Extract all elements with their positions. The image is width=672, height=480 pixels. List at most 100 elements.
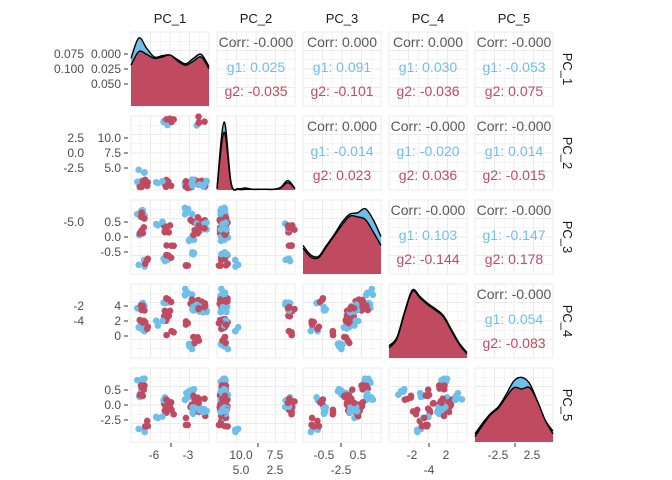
corr-g1: g1: 0.030 xyxy=(399,59,458,75)
scatter-point-g1 xyxy=(413,426,421,434)
panel-3-4: Corr: -0.000 g1: 0.103 g2: -0.144 xyxy=(388,199,468,275)
scatter-point-g1 xyxy=(434,408,441,416)
column-strip-label: PC_4 xyxy=(412,11,445,26)
scatter-point-g2 xyxy=(138,302,145,309)
scatter-point-g1 xyxy=(152,413,160,421)
density-line-g1 xyxy=(302,207,382,258)
scatter-point-g1 xyxy=(352,317,360,324)
x-tick-label: -2.5 xyxy=(331,463,352,477)
scatter-point-g1 xyxy=(152,317,160,324)
x-tick-label: 2 xyxy=(443,448,450,462)
column-strip-label: PC_2 xyxy=(240,11,273,26)
scatter-point-g2 xyxy=(163,116,170,123)
scatter-point-g2 xyxy=(138,392,145,399)
scatter-point-g2 xyxy=(163,408,170,415)
scatter-point-g1 xyxy=(189,306,196,313)
scatter-point-g2 xyxy=(201,303,208,311)
corr-overall: Corr: -0.000 xyxy=(477,286,552,302)
corr-g2: g2: -0.083 xyxy=(482,335,545,351)
panel-grid xyxy=(302,115,382,191)
scatter-point-g2 xyxy=(429,400,437,407)
scatter-point-g1 xyxy=(322,404,330,411)
scatter-point-g1 xyxy=(218,205,225,213)
column-strip-label: PC_5 xyxy=(498,11,531,26)
y-tick-label: 0.000 xyxy=(91,47,121,61)
corr-g2: g2: -0.036 xyxy=(396,83,459,99)
scatter-point-g2 xyxy=(424,421,431,429)
density-line-g2 xyxy=(388,290,468,355)
panel-5-5 xyxy=(474,367,554,443)
scatter-point-g2 xyxy=(308,421,315,429)
corr-g1: g1: -0.147 xyxy=(482,227,545,243)
scatter-point-g2 xyxy=(441,382,448,390)
scatter-point-g2 xyxy=(141,260,149,268)
scatter-point-g2 xyxy=(140,223,148,231)
panel-2-3: Corr: 0.000 g1: -0.014 g2: 0.023 xyxy=(302,115,382,191)
scatter-point-g2 xyxy=(201,395,208,403)
density-area-g2 xyxy=(131,51,209,106)
density-area-g2 xyxy=(303,215,381,274)
y-tick-label: 0.5 xyxy=(104,383,121,397)
x-tick-label: -4 xyxy=(424,463,435,477)
corr-g1: g1: 0.054 xyxy=(485,311,544,327)
scatter-point-g2 xyxy=(217,421,224,429)
scatter-point-g2 xyxy=(170,116,177,123)
scatter-point-g2 xyxy=(195,119,203,127)
corr-g2: g2: 0.036 xyxy=(399,167,458,183)
panel-2-4: Corr: -0.000 g1: -0.020 g2: 0.036 xyxy=(388,115,468,191)
scatter-point-g1 xyxy=(231,426,239,434)
scatter-point-g2 xyxy=(195,304,203,312)
panel-3-1 xyxy=(130,199,210,275)
scatter-point-g2 xyxy=(182,183,190,191)
scatter-point-g2 xyxy=(164,296,172,303)
y-tick-label: 0.0 xyxy=(104,398,121,412)
panel-4-3 xyxy=(302,283,382,359)
scatter-point-g2 xyxy=(401,396,409,403)
scatter-point-g1 xyxy=(346,408,354,416)
panel-grid xyxy=(474,115,554,191)
scatter-point-g2 xyxy=(164,252,172,259)
scatter-point-g1 xyxy=(159,317,166,325)
scatter-point-g1 xyxy=(341,324,348,332)
scatter-point-g1 xyxy=(181,285,189,293)
scatter-point-g1 xyxy=(231,256,239,264)
panel-1-1 xyxy=(130,31,210,107)
column-strip-label: PC_3 xyxy=(326,11,359,26)
scatter-point-g1 xyxy=(217,308,225,316)
panel-3-2 xyxy=(215,199,298,275)
panel-grid xyxy=(388,199,468,275)
row-strip-label: PC_3 xyxy=(560,221,575,254)
y-tick-label: 10.0 xyxy=(98,131,122,145)
y-tick-label: -4 xyxy=(73,314,84,328)
corr-g2: g2: -0.101 xyxy=(310,83,373,99)
panel-4-2 xyxy=(215,283,298,359)
panel-5-4 xyxy=(388,367,468,443)
scatter-point-g2 xyxy=(143,417,151,425)
panel-1-4: Corr: 0.000 g1: 0.030 g2: -0.036 xyxy=(388,31,468,107)
scatter-point-g1 xyxy=(159,218,166,225)
scatter-point-g2 xyxy=(284,304,292,312)
scatter-point-g1 xyxy=(231,327,239,335)
panel-grid xyxy=(388,31,468,107)
scatter-point-g2 xyxy=(291,305,298,313)
scatter-point-g2 xyxy=(319,296,326,303)
scatter-point-g1 xyxy=(224,345,232,353)
scatter-point-g2 xyxy=(182,262,190,270)
scatter-point-g1 xyxy=(219,303,226,311)
scatter-point-g1 xyxy=(365,375,372,383)
scatter-point-g2 xyxy=(138,183,145,191)
y-tick-label: 0.050 xyxy=(91,77,121,91)
scatter-point-g1 xyxy=(399,388,407,396)
panel-5-3 xyxy=(302,367,382,443)
y-tick-label: 0.100 xyxy=(54,62,84,76)
scatter-point-g1 xyxy=(442,403,449,411)
scatter-point-g2 xyxy=(195,399,203,407)
scatter-point-g2 xyxy=(195,113,202,120)
scatter-point-g2 xyxy=(340,392,348,400)
panel-1-5: Corr: -0.000 g1: -0.053 g2: 0.075 xyxy=(474,31,554,107)
scatter-point-g2 xyxy=(329,331,337,339)
x-tick-label: 10.0 xyxy=(229,448,253,462)
scatter-point-g1 xyxy=(159,177,166,185)
panel-2-2 xyxy=(216,115,296,191)
scatter-point-g2 xyxy=(138,210,145,218)
